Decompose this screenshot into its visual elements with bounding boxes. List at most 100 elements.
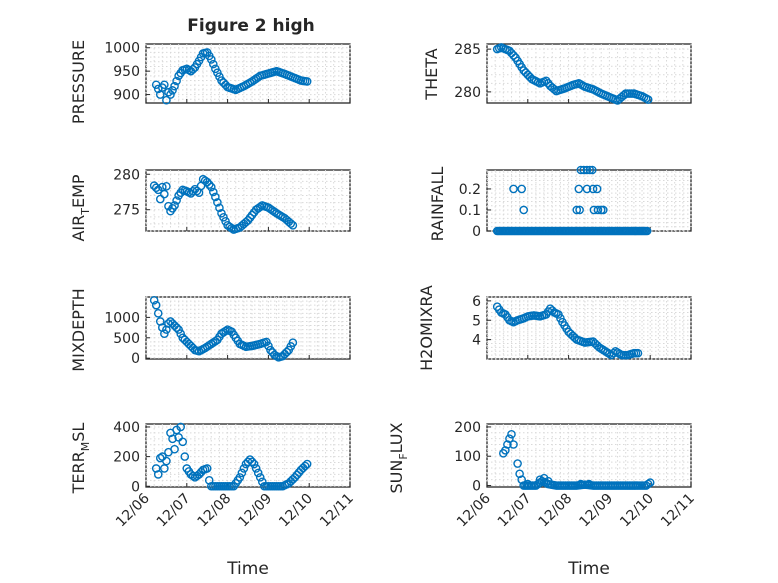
- y-tick-label: 0: [131, 351, 140, 367]
- data-point: [582, 165, 592, 175]
- data-point: [209, 59, 218, 69]
- data-point: [151, 183, 161, 193]
- data-point: [176, 422, 185, 432]
- data-point: [235, 473, 245, 482]
- x-tick-label: 12/09: [576, 491, 616, 531]
- data-point: [151, 300, 161, 310]
- data-point: [579, 165, 588, 175]
- data-point: [541, 76, 551, 86]
- y-tick-label: 400: [113, 420, 140, 436]
- data-point: [153, 309, 163, 318]
- data-point: [178, 437, 188, 447]
- data-point: [221, 326, 230, 336]
- y-tick-label: 0: [131, 479, 140, 495]
- axes-h2omixra: 4 5 6 H2OMIXRA: [417, 285, 692, 371]
- data-point: [302, 77, 312, 86]
- data-point: [153, 84, 163, 94]
- data-point: [202, 177, 212, 187]
- x-axis-label: Time: [567, 559, 610, 579]
- data-point: [188, 64, 198, 74]
- data-point: [219, 212, 228, 222]
- data-point: [642, 226, 652, 236]
- x-tick-label: 12/07: [495, 491, 535, 531]
- data-point: [574, 184, 584, 194]
- y-tick-label: 0: [472, 479, 481, 495]
- y-tick-label: 275: [113, 203, 140, 219]
- data-point: [221, 217, 230, 226]
- data-point: [576, 165, 586, 175]
- data-point: [282, 347, 292, 357]
- data-point: [593, 205, 603, 215]
- axes-rainfall: 0 0.1 0.2 RAINFALL: [428, 165, 692, 242]
- y-axis-label: RAINFALL: [428, 167, 447, 242]
- data-point: [253, 468, 263, 478]
- data-point: [160, 189, 169, 199]
- data-point: [288, 338, 298, 347]
- data-point: [509, 440, 518, 449]
- data-point: [592, 184, 602, 194]
- data-point: [300, 461, 310, 471]
- y-tick-label: 0: [472, 224, 481, 240]
- data-point: [202, 464, 212, 473]
- data-point: [170, 444, 179, 454]
- data-point: [239, 464, 249, 473]
- data-point: [519, 205, 529, 215]
- data-point: [286, 219, 296, 228]
- data-point: [168, 434, 177, 444]
- data-point: [149, 295, 159, 305]
- data-point: [633, 348, 643, 358]
- data-point: [505, 434, 514, 443]
- data-point: [162, 456, 171, 466]
- data-point: [509, 184, 518, 194]
- data-point: [206, 182, 216, 192]
- y-axis-label: AIRTEMP: [69, 174, 92, 241]
- x-tick-label: 12/07: [154, 491, 194, 531]
- data-point: [172, 76, 181, 86]
- data-point: [172, 323, 181, 332]
- y-tick-label: 0.1: [459, 203, 481, 219]
- y-tick-label: 0.2: [459, 182, 481, 198]
- y-tick-label: 900: [113, 88, 140, 104]
- data-point: [213, 198, 222, 207]
- data-point: [643, 479, 653, 489]
- plot-area: [486, 169, 692, 232]
- data-point: [255, 473, 265, 482]
- data-point: [645, 478, 655, 487]
- y-tick-label: 950: [113, 64, 140, 80]
- y-axis-label: SUNFLUX: [387, 422, 410, 493]
- x-tick-label: 12/11: [658, 491, 698, 531]
- x-tick-label: 12/06: [113, 490, 153, 530]
- axes-air-temp: 275 280 AIRTEMP: [69, 167, 351, 242]
- data-point: [584, 479, 594, 489]
- data-point: [249, 459, 259, 469]
- data-point: [575, 205, 584, 215]
- y-tick-label: 500: [113, 331, 140, 347]
- y-tick-label: 280: [454, 85, 481, 101]
- x-tick-label: 12/08: [536, 491, 576, 531]
- data-point: [206, 55, 216, 64]
- data-point: [513, 459, 522, 468]
- axes-mixdepth: 0 500 1000 MIXDEPTH: [69, 288, 351, 372]
- data-point: [160, 464, 169, 473]
- data-point: [517, 475, 526, 484]
- axes-theta: 280 285 THETA: [422, 42, 692, 105]
- y-tick-label: 4: [472, 333, 481, 349]
- x-tick-label: 12/10: [276, 491, 316, 531]
- y-tick-label: 5: [472, 313, 481, 329]
- data-point: [168, 86, 177, 95]
- data-point: [215, 203, 224, 213]
- y-tick-label: 280: [113, 167, 140, 183]
- data-point: [588, 184, 598, 194]
- data-point: [643, 95, 653, 104]
- data-point: [164, 87, 173, 97]
- data-point: [302, 459, 312, 469]
- y-axis-label: MIXDEPTH: [69, 288, 88, 371]
- y-tick-label: 1000: [104, 41, 140, 57]
- data-point: [550, 85, 559, 94]
- data-point: [264, 341, 273, 351]
- data-point: [572, 205, 582, 215]
- y-tick-label: 6: [472, 294, 481, 310]
- y-tick-label: 100: [454, 449, 481, 465]
- data-point: [609, 348, 618, 358]
